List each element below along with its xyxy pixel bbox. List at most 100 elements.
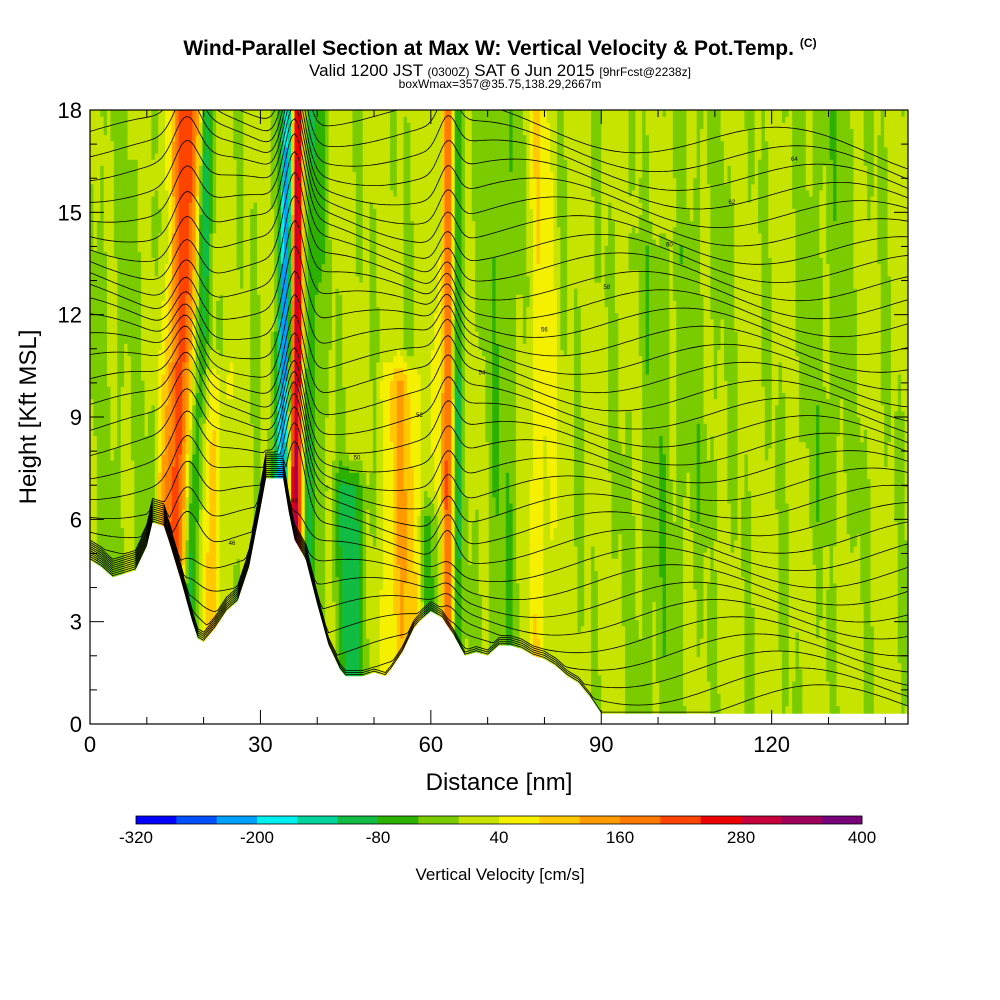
w-cell	[571, 638, 575, 645]
w-cell	[748, 687, 752, 694]
w-cell	[666, 687, 670, 694]
w-cell	[588, 650, 592, 657]
w-cell	[806, 675, 810, 682]
w-cell	[707, 681, 711, 688]
w-cell	[744, 656, 748, 663]
w-cell	[557, 620, 561, 627]
w-cell	[881, 607, 885, 614]
w-cell	[686, 650, 690, 657]
w-cell	[775, 613, 779, 620]
w-cell	[659, 620, 663, 627]
w-cell	[809, 644, 813, 651]
w-cell	[826, 669, 830, 676]
w-cell	[683, 663, 687, 670]
w-cell	[649, 644, 653, 651]
w-cell	[717, 620, 721, 627]
w-cell	[223, 595, 227, 602]
w-cell	[581, 638, 585, 645]
w-cell	[748, 638, 752, 645]
w-cell	[724, 650, 728, 657]
w-cell	[826, 626, 830, 633]
w-cell	[891, 607, 895, 614]
w-cell	[847, 638, 851, 645]
w-cell	[700, 595, 704, 602]
w-cell	[758, 626, 762, 633]
w-cell	[536, 595, 540, 602]
w-cell	[785, 656, 789, 663]
w-cell	[823, 675, 827, 682]
w-cell	[690, 687, 694, 694]
w-cell	[560, 601, 564, 608]
w-cell	[898, 681, 902, 688]
w-cell	[860, 601, 864, 608]
w-cell	[369, 607, 373, 614]
w-cell	[673, 644, 677, 651]
w-cell	[761, 681, 765, 688]
w-cell	[639, 595, 643, 602]
w-cell	[819, 626, 823, 633]
w-cell	[799, 638, 803, 645]
w-cell	[472, 638, 476, 645]
w-cell	[830, 699, 834, 706]
w-cell	[809, 699, 813, 706]
w-cell	[850, 706, 854, 713]
w-cell	[496, 620, 500, 627]
w-cell	[472, 595, 476, 602]
w-cell	[397, 638, 401, 645]
w-cell	[840, 626, 844, 633]
w-cell	[734, 669, 738, 676]
w-cell	[717, 650, 721, 657]
w-cell	[475, 595, 479, 602]
w-cell	[393, 620, 397, 627]
w-cell	[741, 626, 745, 633]
w-cell	[833, 644, 837, 651]
w-cell	[376, 607, 380, 614]
w-cell	[765, 656, 769, 663]
w-cell	[659, 693, 663, 700]
w-cell	[557, 601, 561, 608]
w-cell	[594, 595, 598, 602]
w-cell	[339, 632, 343, 639]
w-cell	[826, 706, 830, 713]
w-cell	[373, 650, 377, 657]
w-cell	[744, 638, 748, 645]
w-cell	[605, 607, 609, 614]
w-cell	[519, 601, 523, 608]
w-cell	[492, 613, 496, 620]
w-cell	[727, 699, 731, 706]
w-cell	[632, 675, 636, 682]
w-cell	[618, 687, 622, 694]
w-cell	[642, 601, 646, 608]
w-cell	[686, 699, 690, 706]
w-cell	[898, 601, 902, 608]
w-cell	[871, 601, 875, 608]
w-cell	[680, 706, 684, 713]
w-cell	[850, 675, 854, 682]
w-cell	[611, 632, 615, 639]
w-cell	[840, 699, 844, 706]
w-cell	[646, 620, 650, 627]
w-cell	[785, 675, 789, 682]
w-cell	[656, 650, 660, 657]
w-cell	[577, 595, 581, 602]
w-cell	[482, 620, 486, 627]
w-cell	[581, 613, 585, 620]
w-cell	[547, 620, 551, 627]
w-cell	[451, 601, 455, 608]
w-cell	[622, 656, 626, 663]
w-cell	[666, 669, 670, 676]
w-cell	[479, 607, 483, 614]
w-cell	[775, 699, 779, 706]
w-cell	[704, 681, 708, 688]
w-cell	[622, 706, 626, 713]
w-cell	[724, 638, 728, 645]
w-cell	[192, 601, 196, 608]
w-cell	[659, 663, 663, 670]
w-cell	[588, 675, 592, 682]
w-cell	[799, 687, 803, 694]
w-cell	[734, 620, 738, 627]
w-cell	[376, 601, 380, 608]
w-cell	[618, 675, 622, 682]
w-cell	[686, 632, 690, 639]
w-cell	[765, 706, 769, 713]
